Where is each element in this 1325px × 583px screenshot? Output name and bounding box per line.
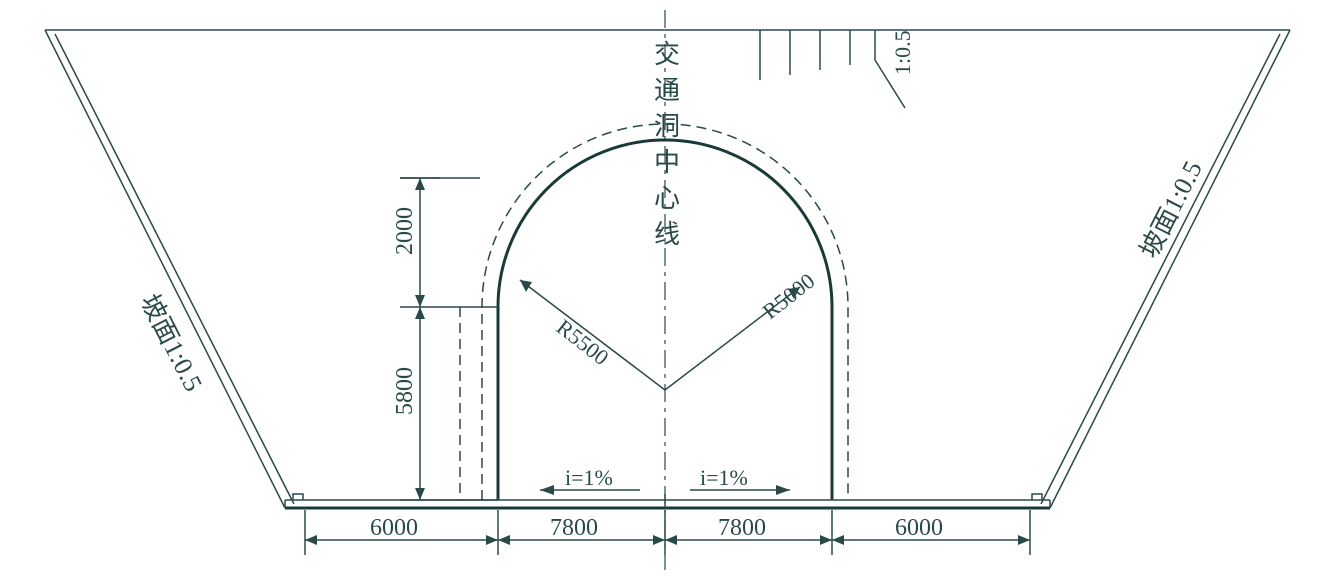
dim-6000-right: 6000 [895, 515, 943, 541]
grade-left-label: i=1% [565, 465, 613, 490]
centerline-label: 交通洞中心线 [651, 40, 680, 256]
radius-leaders: R5500 R5000 [520, 268, 819, 390]
dim-5800: 5800 [392, 367, 418, 415]
grade-right-label: i=1% [700, 465, 748, 490]
r5500-label: R5500 [552, 314, 614, 370]
dim-2000: 2000 [392, 207, 418, 255]
hatch-top-right: 1:0.5 [760, 30, 915, 108]
dim-7800-right: 7800 [718, 515, 766, 541]
tunnel-cross-section-diagram: 坡面1:0.5 坡面1:0.5 1:0.5 交通洞中心线 R5500 R5000 [0, 0, 1325, 583]
bottom-dim-chain: 6000 7800 7800 6000 [305, 510, 1030, 555]
slope-left-label: 坡面1:0.5 [135, 290, 208, 396]
hatch-ratio-label: 1:0.5 [890, 30, 915, 75]
base-slab [285, 494, 1050, 508]
r5000-label: R5000 [758, 268, 820, 324]
dim-6000-left: 6000 [370, 515, 418, 541]
dim-7800-left: 7800 [550, 515, 598, 541]
